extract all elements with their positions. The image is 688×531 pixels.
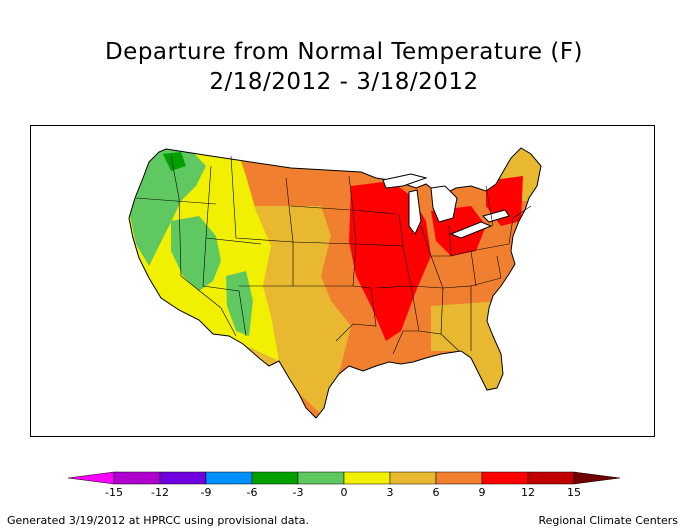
map-title: Departure from Normal Temperature (F) <box>104 39 584 65</box>
legend-tick-label: 9 <box>479 486 486 499</box>
legend-tick-label: 0 <box>341 486 348 499</box>
legend-tick-label: 6 <box>433 486 440 499</box>
legend-swatch <box>527 471 575 485</box>
legend-swatch <box>435 471 483 485</box>
legend-swatch <box>205 471 253 485</box>
generated-note: Generated 3/19/2012 at HPRCC using provi… <box>7 514 309 527</box>
legend-tick-label: 12 <box>521 486 535 499</box>
great-lakes <box>382 173 510 239</box>
credit-label: Regional Climate Centers <box>538 514 678 527</box>
legend-tick-label: -3 <box>293 486 304 499</box>
us-temperature-map <box>128 147 542 419</box>
map-date-range: 2/18/2012 - 3/18/2012 <box>209 69 479 95</box>
legend-swatch <box>297 471 345 485</box>
legend-swatch <box>573 471 621 485</box>
state-borders <box>135 155 532 355</box>
legend-swatch <box>67 471 115 485</box>
legend-tick-label: -12 <box>151 486 169 499</box>
legend-swatch <box>159 471 207 485</box>
legend-tick-label: -6 <box>247 486 258 499</box>
legend-swatch <box>113 471 161 485</box>
legend-tick-label: -15 <box>105 486 123 499</box>
legend-swatch <box>389 471 437 485</box>
map-frame <box>30 125 655 437</box>
temperature-regions <box>129 148 541 418</box>
legend-tick-label: 15 <box>567 486 581 499</box>
legend-tick-label: -9 <box>201 486 212 499</box>
color-legend: -15 -12 -9 -6 -3 0 3 6 9 12 15 <box>67 471 621 499</box>
legend-swatch <box>481 471 529 485</box>
legend-swatch <box>251 471 299 485</box>
legend-swatch <box>343 471 391 485</box>
legend-tick-label: 3 <box>387 486 394 499</box>
